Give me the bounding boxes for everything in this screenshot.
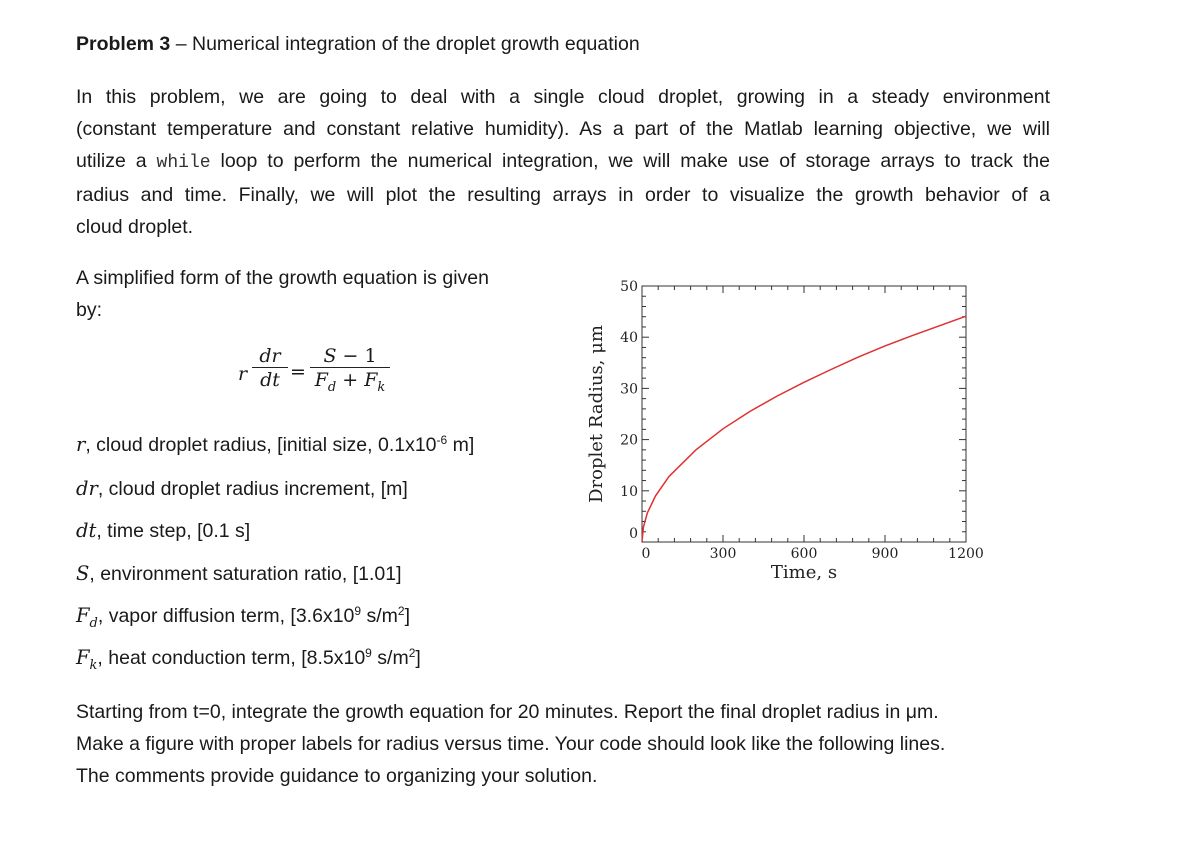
x-tick-label: 1200 bbox=[948, 546, 984, 562]
y-tick-label: 50 bbox=[620, 279, 638, 295]
y-tick-label: 20 bbox=[620, 433, 638, 449]
def-s: S, environment saturation ratio, [1.01] bbox=[76, 562, 402, 585]
final-line-3: The comments provide guidance to organiz… bbox=[76, 765, 598, 787]
def-dr: dr, cloud droplet radius increment, [m] bbox=[76, 477, 408, 500]
eq-equals: = bbox=[290, 361, 306, 383]
eq-numerator: S − 1 bbox=[310, 345, 390, 368]
intro-line-3-post: loop to perform the numerical integratio… bbox=[210, 150, 1050, 172]
eq-denominator: Fd + Fk bbox=[314, 369, 386, 395]
problem-title-text: Numerical integration of the droplet gro… bbox=[191, 33, 640, 55]
lead-line-2: by: bbox=[76, 299, 103, 321]
def-dt: dt, time step, [0.1 s] bbox=[76, 519, 251, 542]
chart-labels: 0 300 600 900 1200 0 10 20 30 40 50 bbox=[620, 279, 984, 562]
series-line bbox=[641, 315, 967, 542]
plot-frame bbox=[641, 285, 967, 543]
y-axis-title: Droplet Radius, μm bbox=[586, 325, 607, 503]
intro-line-2: (constant temperature and constant relat… bbox=[76, 118, 1050, 140]
intro-line-1: In this problem, we are going to deal wi… bbox=[76, 86, 1050, 108]
y-tick-label: 10 bbox=[620, 484, 638, 500]
eq-r: r bbox=[238, 363, 248, 385]
intro-line-4: radius and time. Finally, we will plot t… bbox=[76, 184, 1050, 206]
lead-line-1: A simplified form of the growth equation… bbox=[76, 267, 489, 289]
eq-dr: dr bbox=[252, 345, 288, 368]
x-tick-label: 600 bbox=[791, 546, 818, 562]
intro-line-3: utilize a while loop to perform the nume… bbox=[76, 145, 1050, 179]
x-tick-label: 300 bbox=[710, 546, 737, 562]
instructions-paragraph: Starting from t=0, integrate the growth … bbox=[76, 696, 1076, 792]
eq-dr-dt: dr dt bbox=[252, 345, 288, 391]
y-tick-label: 40 bbox=[620, 330, 638, 346]
x-tick-label: 0 bbox=[642, 546, 651, 562]
intro-line-3-pre: utilize a bbox=[76, 150, 157, 172]
problem-label: Problem 3 bbox=[76, 33, 171, 55]
code-while: while bbox=[156, 153, 211, 173]
y-tick-label: 0 bbox=[629, 526, 638, 542]
chart-ticks bbox=[641, 285, 967, 543]
equation-lead: A simplified form of the growth equation… bbox=[76, 262, 546, 326]
def-fk: Fk, heat conduction term, [8.5x109 s/m2] bbox=[76, 646, 421, 673]
final-line-2: Make a figure with proper labels for rad… bbox=[76, 733, 946, 755]
x-axis-title: Time, s bbox=[771, 562, 837, 583]
radius-vs-time-chart: 0 300 600 900 1200 0 10 20 30 40 50 Time, s Drople… bbox=[586, 279, 984, 583]
intro-paragraph: In this problem, we are going to deal wi… bbox=[76, 81, 1050, 243]
y-tick-label: 30 bbox=[620, 381, 638, 397]
x-tick-label: 900 bbox=[872, 546, 899, 562]
eq-rhs: S − 1 Fd + Fk bbox=[310, 345, 390, 395]
problem-title: Problem 3 – Numerical integration of the… bbox=[76, 28, 1076, 60]
eq-dt: dt bbox=[260, 369, 280, 391]
final-line-1: Starting from t=0, integrate the growth … bbox=[76, 701, 939, 723]
def-fd: Fd, vapor diffusion term, [3.6x109 s/m2] bbox=[76, 604, 411, 631]
def-r: r, cloud droplet radius, [initial size, … bbox=[76, 433, 475, 456]
intro-line-5: cloud droplet. bbox=[76, 216, 194, 238]
title-dash: – bbox=[170, 33, 192, 55]
